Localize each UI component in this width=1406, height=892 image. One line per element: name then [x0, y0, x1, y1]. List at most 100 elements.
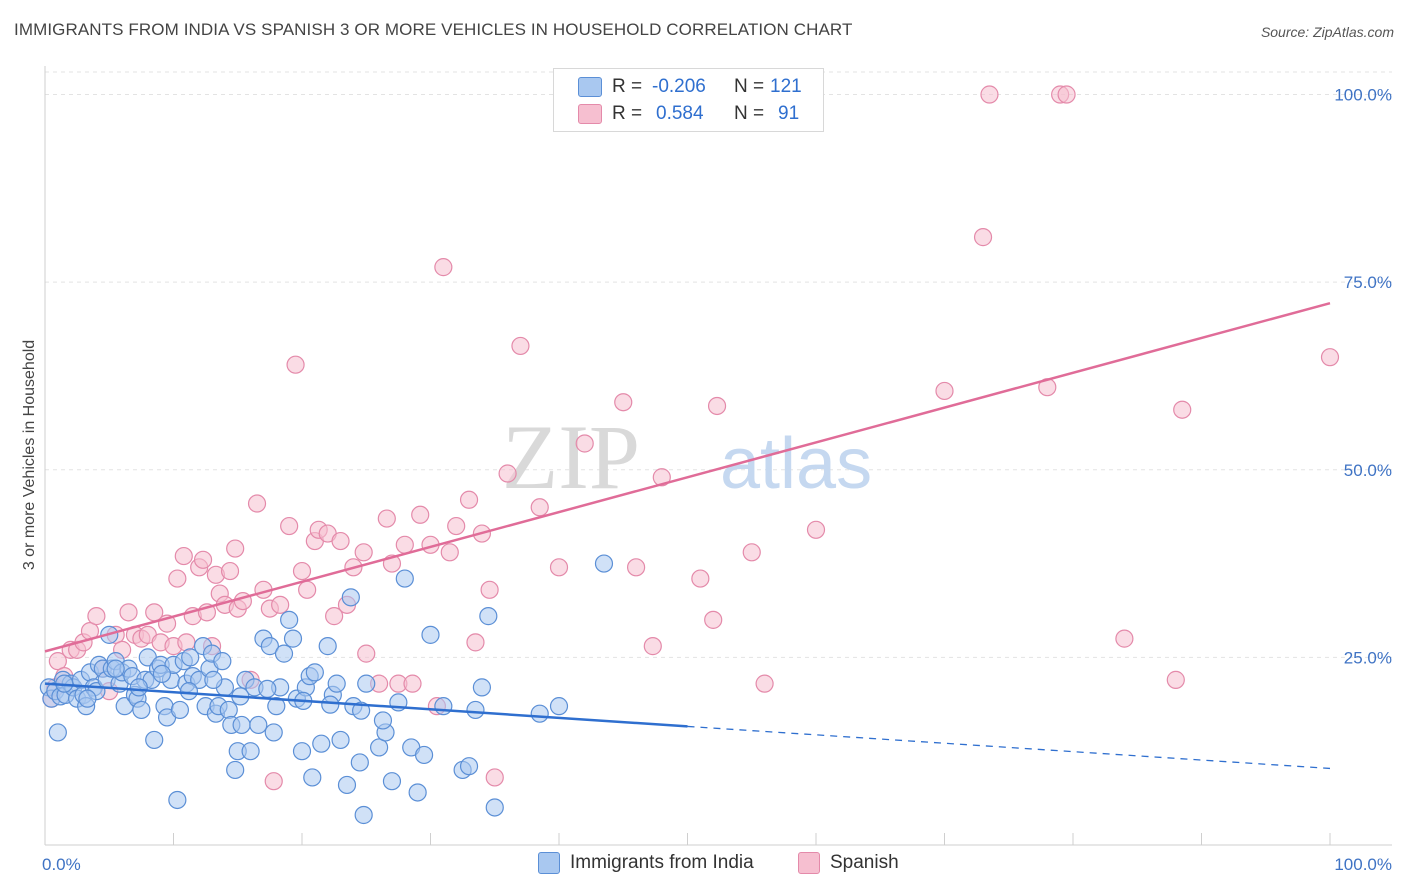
bottom-legend: Immigrants from India Spanish	[0, 852, 1406, 878]
chart-source: Source: ZipAtlas.com	[1260, 24, 1394, 40]
spanish-point	[466, 633, 485, 652]
legend-spanish-n: 91	[778, 103, 800, 124]
spanish-point	[264, 772, 283, 791]
spanish-point	[434, 258, 453, 277]
y-tick-label: 100.0%	[1334, 86, 1392, 105]
india-point	[152, 664, 172, 683]
india-point	[303, 768, 322, 787]
india-point	[321, 695, 340, 714]
india-point	[549, 697, 569, 716]
india-point	[472, 678, 491, 697]
india-point	[312, 734, 331, 753]
spanish-point	[530, 498, 549, 517]
spanish-point	[280, 516, 299, 536]
spanish-point	[652, 468, 671, 487]
spanish-point	[395, 535, 414, 554]
watermark-zip: ZIP	[502, 406, 640, 508]
india-point	[382, 772, 402, 791]
spanish-point	[704, 610, 723, 629]
bottom-legend-label-india: Immigrants from India	[570, 852, 754, 873]
legend-swatch-india	[578, 77, 602, 97]
india-point	[479, 607, 498, 626]
axes	[44, 66, 1392, 846]
india-point	[350, 753, 369, 772]
india-point	[264, 723, 283, 742]
x-tick-label: 0.0%	[42, 855, 81, 874]
legend-india-n: 121	[770, 76, 802, 97]
india-point	[48, 723, 67, 742]
bottom-legend-spanish: Spanish	[798, 852, 899, 874]
spanish-point	[480, 580, 499, 599]
spanish-point	[220, 561, 240, 581]
india-point	[373, 711, 393, 730]
india-point	[341, 588, 360, 607]
spanish-point	[614, 393, 633, 412]
spanish-point	[549, 558, 569, 577]
spanish-point	[806, 520, 826, 539]
india-point	[352, 701, 371, 720]
y-axis-label: 3 or more Vehicles in Household	[21, 340, 38, 570]
spanish-point	[980, 85, 999, 104]
x-tick-label: 100.0%	[1334, 855, 1392, 874]
spanish-point	[1173, 400, 1192, 419]
y-tick-label: 75.0%	[1344, 273, 1392, 292]
india-point	[283, 629, 303, 648]
india-point	[260, 637, 279, 656]
india-point	[305, 663, 324, 682]
india-point	[145, 730, 164, 750]
spanish-point	[1166, 670, 1185, 689]
spanish-point	[1057, 85, 1076, 104]
spanish-point	[1115, 629, 1134, 648]
india-point	[181, 648, 200, 667]
india-point	[78, 689, 97, 708]
spanish-point	[377, 509, 396, 528]
india-trend-extension	[687, 725, 1331, 770]
spanish-point	[331, 531, 350, 551]
india-point	[354, 805, 373, 825]
spanish-point	[403, 674, 422, 693]
india-point	[226, 760, 245, 780]
india-point	[106, 659, 125, 678]
spanish-point	[511, 336, 530, 356]
india-point	[249, 715, 268, 735]
india-point	[318, 637, 337, 656]
chart-title: IMMIGRANTS FROM INDIA VS SPANISH 3 OR MO…	[14, 20, 853, 39]
spanish-point	[742, 543, 761, 562]
spanish-trend-line	[44, 301, 1331, 653]
india-point	[170, 700, 190, 720]
legend: R = -0.206 N = 121 R = 0.584 N = 91	[553, 68, 824, 132]
spanish-point	[168, 569, 187, 588]
india-point	[213, 652, 232, 671]
spanish-point	[298, 580, 317, 599]
spanish-point	[286, 355, 305, 374]
india-point	[337, 775, 357, 795]
india-point	[241, 742, 260, 761]
spanish-point	[174, 546, 193, 566]
spanish-point	[691, 569, 710, 588]
india-point	[132, 700, 151, 720]
india-point	[414, 745, 434, 765]
y-tick-label: 50.0%	[1344, 461, 1392, 480]
india-trend-line	[44, 682, 688, 728]
spanish-point	[440, 543, 459, 562]
spanish-point	[973, 228, 993, 247]
spanish-point	[325, 607, 344, 626]
tick-labels: 25.0% 50.0% 75.0% 100.0% 0.0% 100.0%	[42, 86, 1392, 874]
spanish-point	[354, 543, 373, 562]
spanish-point	[1320, 348, 1340, 367]
spanish-point	[119, 603, 138, 622]
spanish-point	[498, 464, 517, 483]
watermark-atlas: atlas	[720, 424, 872, 504]
spanish-point	[292, 561, 312, 581]
legend-r-label: R =	[612, 76, 643, 97]
spanish-point	[271, 595, 290, 614]
india-point	[459, 757, 479, 776]
trend-lines	[44, 301, 1331, 770]
y-tick-label: 25.0%	[1344, 648, 1392, 667]
legend-india-r: -0.206	[652, 76, 706, 97]
spanish-point	[411, 505, 430, 524]
legend-spanish-r: 0.584	[656, 103, 704, 124]
india-point	[327, 674, 346, 693]
spanish-point	[177, 633, 196, 652]
watermark: ZIP atlas	[502, 406, 872, 508]
